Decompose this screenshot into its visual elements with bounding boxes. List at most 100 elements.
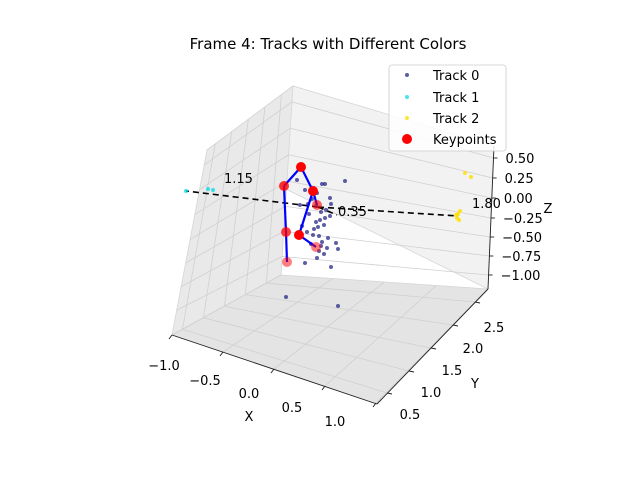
y-tick-label: 1.0: [421, 386, 442, 401]
track-0-point: [326, 236, 330, 240]
keypoint: [294, 230, 304, 240]
track-2-point: [463, 171, 467, 175]
y-tick-label: 2.0: [463, 342, 484, 357]
grid-line-y: [245, 294, 454, 326]
keypoint: [308, 186, 318, 196]
track-0-point: [334, 241, 338, 245]
chart-title: Frame 4: Tracks with Different Colors: [190, 35, 467, 53]
x-tick-mark: [168, 334, 173, 340]
track-0-point: [324, 208, 328, 212]
grid-line-x: [273, 281, 385, 370]
legend: Track 0 Track 1 Track 2 Keypoints: [388, 64, 507, 152]
track-2-points: [454, 171, 473, 222]
grid-line-z: [203, 101, 293, 166]
track-0-point: [320, 182, 324, 186]
track-0-point: [329, 265, 333, 269]
track-0-point: [303, 261, 307, 265]
x-tick-label: 0.0: [239, 387, 260, 402]
keypoint: [296, 162, 306, 172]
track-0-point: [320, 240, 324, 244]
bone: [284, 231, 289, 263]
x-tick-label: 0.5: [282, 401, 303, 416]
y-tick-label: 1.5: [442, 364, 463, 379]
bone: [297, 190, 315, 236]
grid-line-z: [194, 154, 289, 215]
legend-marker-track-0: [405, 73, 409, 77]
keypoints: [279, 162, 322, 267]
track-0-point: [305, 230, 309, 234]
grid-line-y: [224, 305, 432, 349]
track-0-point: [328, 214, 332, 218]
x-tick-label: −0.5: [189, 374, 221, 389]
grid-line-y: [182, 143, 216, 330]
track-1-points: [184, 187, 215, 193]
track-0-point: [323, 182, 327, 186]
keypoint: [282, 257, 292, 267]
track-0-point: [303, 188, 307, 192]
legend-label-keypoints: Keypoints: [433, 133, 497, 148]
track-0-point: [314, 220, 318, 224]
track-2-point: [469, 175, 473, 179]
grid-line-y: [203, 131, 233, 318]
y-tick-label: 2.5: [484, 321, 505, 336]
z-axis-line: [487, 145, 495, 290]
track-0-point: [336, 247, 340, 251]
legend-marker-keypoints: [402, 134, 412, 144]
x-tick-mark: [270, 368, 275, 374]
keypoint: [311, 242, 321, 252]
x-axis-line: [171, 334, 378, 405]
annotation-center: 0.35: [338, 205, 367, 220]
track-0-point: [329, 202, 333, 206]
track-0-point: [319, 210, 323, 214]
track-0-point: [325, 246, 329, 250]
track-0-point: [328, 196, 332, 200]
grid-line-y: [203, 317, 410, 372]
y-tick-label: 0.5: [400, 408, 421, 423]
track-0-point: [298, 203, 302, 207]
track-0-point: [318, 218, 322, 222]
track-2-point: [458, 209, 462, 213]
legend-label-track-2: Track 2: [432, 112, 479, 127]
grid-line-z: [176, 256, 283, 311]
track-0-point: [316, 225, 320, 229]
y-axis-line: [376, 288, 489, 405]
y-tick-mark: [408, 370, 415, 373]
legend-label-track-1: Track 1: [432, 91, 479, 106]
x-tick-mark: [372, 402, 377, 408]
grid-line-x: [324, 285, 437, 387]
annotation-track2: 1.80: [472, 197, 501, 212]
track-0-point: [343, 179, 347, 183]
z-tick-label: −0.75: [501, 250, 541, 265]
track-1-point: [184, 189, 188, 193]
keypoint: [281, 227, 291, 237]
grid-line-x: [171, 274, 282, 336]
track-0-point: [312, 227, 316, 231]
legend-marker-track-2: [405, 116, 409, 120]
bone: [282, 185, 288, 233]
grid-line-z: [199, 127, 291, 191]
grid-line-z: [290, 127, 493, 179]
legend-box: [388, 64, 507, 152]
x-tick-label: 1.0: [325, 415, 346, 430]
track-0-point: [295, 178, 299, 182]
z-ticks: 0.50 0.25 0.00 −0.25 −0.50 −0.75 −1.00: [488, 152, 543, 284]
track-0-point: [284, 295, 288, 299]
track-0-point: [336, 304, 340, 308]
y-tick-mark: [386, 392, 393, 395]
track-0-point: [307, 212, 311, 216]
z-tick-label: −1.00: [501, 269, 541, 284]
z-tick-label: 0.00: [504, 192, 533, 207]
z-tick-label: 0.50: [505, 152, 534, 167]
grid-line-z: [180, 231, 284, 287]
legend-marker-track-1: [405, 95, 409, 99]
dashed-line-track2: [317, 206, 459, 217]
keypoint: [312, 200, 322, 210]
y-axis-label: Y: [470, 377, 479, 392]
grid-line-z: [286, 180, 492, 219]
axis-edges: [171, 145, 495, 405]
track-1-point: [206, 187, 210, 191]
track-0-point: [311, 233, 315, 237]
x-tick-mark: [219, 351, 224, 357]
track-2-point: [454, 213, 458, 217]
